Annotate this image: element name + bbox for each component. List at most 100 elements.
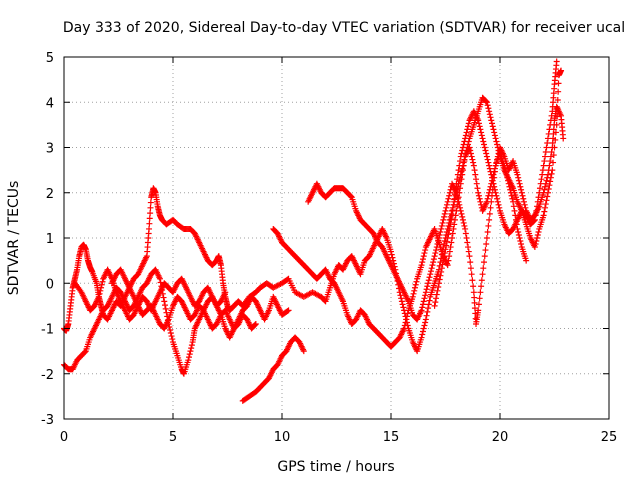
data-point-trace-5 bbox=[483, 241, 490, 248]
data-point-trace-4 bbox=[450, 225, 457, 232]
data-point-trace-8 bbox=[535, 194, 542, 201]
data-point-trace-7 bbox=[252, 320, 259, 327]
data-point-trace-5 bbox=[437, 228, 444, 235]
data-point-trace-6 bbox=[98, 284, 105, 291]
data-point-trace-5 bbox=[518, 189, 525, 196]
data-point-trace-5 bbox=[465, 248, 472, 255]
data-point-trace-5 bbox=[418, 307, 425, 314]
x-tick-label: 25 bbox=[601, 430, 618, 445]
data-point-trace-1 bbox=[418, 334, 425, 341]
data-point-trace-5 bbox=[443, 204, 450, 211]
data-point-trace-5 bbox=[482, 247, 489, 254]
data-point-trace-4 bbox=[420, 253, 427, 260]
data-point-trace-5 bbox=[484, 228, 491, 235]
data-point-trace-5 bbox=[425, 277, 432, 284]
data-point-trace-8 bbox=[449, 212, 456, 219]
data-point-trace-5 bbox=[454, 195, 461, 202]
data-point-trace-2 bbox=[188, 345, 195, 352]
data-point-trace-8 bbox=[459, 147, 466, 154]
data-point-trace-4 bbox=[411, 284, 418, 291]
data-point-trace-5 bbox=[541, 186, 548, 193]
data-point-trace-5 bbox=[560, 135, 567, 142]
data-point-trace-8 bbox=[493, 192, 500, 199]
data-point-trace-5 bbox=[487, 204, 494, 211]
data-point-trace-8 bbox=[453, 180, 460, 187]
x-tick-label: 0 bbox=[60, 430, 68, 445]
data-point-trace-1 bbox=[422, 319, 429, 326]
data-point-trace-5 bbox=[455, 198, 462, 205]
data-point-trace-4 bbox=[403, 313, 410, 320]
data-point-trace-8 bbox=[491, 186, 498, 193]
series-trace-7 bbox=[108, 266, 259, 332]
data-point-trace-4 bbox=[466, 144, 473, 151]
data-point-trace-5 bbox=[477, 289, 484, 296]
data-point-trace-4 bbox=[412, 281, 419, 288]
data-point-trace-1 bbox=[535, 228, 542, 235]
data-point-trace-5 bbox=[436, 231, 443, 238]
data-point-trace-8 bbox=[451, 191, 458, 198]
data-point-trace-8 bbox=[459, 144, 466, 151]
data-point-trace-1 bbox=[147, 210, 154, 217]
data-point-trace-8 bbox=[533, 207, 540, 214]
data-point-trace-5 bbox=[457, 204, 464, 211]
data-point-trace-1 bbox=[555, 80, 562, 87]
data-point-trace-4 bbox=[419, 259, 426, 266]
data-point-trace-8 bbox=[537, 180, 544, 187]
data-point-trace-2 bbox=[168, 333, 175, 340]
y-tick-label: 3 bbox=[46, 142, 54, 157]
data-point-trace-4 bbox=[404, 310, 411, 317]
series-trace-8 bbox=[431, 58, 560, 309]
data-point-trace-5 bbox=[517, 183, 524, 190]
data-point-trace-1 bbox=[400, 304, 407, 311]
data-point-trace-1 bbox=[547, 178, 554, 185]
data-point-trace-4 bbox=[409, 293, 416, 300]
data-point-trace-1 bbox=[544, 193, 551, 200]
data-point-trace-5 bbox=[476, 295, 483, 302]
data-point-trace-8 bbox=[434, 287, 441, 294]
data-point-trace-1 bbox=[490, 126, 497, 133]
data-point-trace-5 bbox=[480, 265, 487, 272]
data-point-trace-5 bbox=[515, 177, 522, 184]
data-point-trace-5 bbox=[462, 230, 469, 237]
data-point-trace-4 bbox=[472, 171, 479, 178]
data-point-trace-4 bbox=[510, 203, 517, 210]
data-point-trace-4 bbox=[451, 216, 458, 223]
data-point-trace-4 bbox=[473, 180, 480, 187]
data-point-trace-8 bbox=[444, 235, 451, 241]
data-point-trace-2 bbox=[162, 302, 169, 309]
data-point-trace-4 bbox=[470, 162, 477, 169]
data-point-trace-5 bbox=[515, 174, 522, 181]
data-point-trace-4 bbox=[518, 241, 525, 248]
data-point-trace-5 bbox=[422, 289, 429, 296]
y-tick-label: 2 bbox=[46, 187, 54, 202]
data-point-trace-5 bbox=[462, 225, 469, 232]
data-point-trace-5 bbox=[456, 201, 463, 208]
data-point-trace-8 bbox=[496, 204, 503, 211]
data-point-trace-8 bbox=[452, 185, 459, 192]
data-point-trace-5 bbox=[427, 268, 434, 275]
data-point-trace-5 bbox=[421, 295, 428, 302]
data-point-trace-4 bbox=[504, 174, 511, 181]
data-point-trace-1 bbox=[554, 96, 561, 103]
data-point-trace-1 bbox=[542, 204, 549, 211]
data-point-trace-8 bbox=[536, 189, 543, 196]
data-point-trace-1 bbox=[546, 182, 553, 189]
data-point-trace-5 bbox=[486, 210, 493, 217]
data-point-trace-5 bbox=[348, 193, 355, 200]
data-point-trace-1 bbox=[147, 204, 154, 211]
data-point-trace-8 bbox=[540, 162, 547, 169]
data-point-trace-8 bbox=[433, 295, 440, 302]
data-point-trace-4 bbox=[410, 290, 417, 297]
data-point-trace-8 bbox=[435, 280, 442, 287]
data-point-trace-8 bbox=[462, 135, 469, 142]
data-point-trace-5 bbox=[466, 253, 473, 260]
data-point-trace-4 bbox=[403, 316, 410, 323]
data-point-trace-8 bbox=[490, 180, 497, 187]
data-point-trace-4 bbox=[510, 198, 517, 205]
data-point-trace-6 bbox=[96, 290, 103, 297]
data-point-trace-5 bbox=[519, 192, 526, 199]
data-point-trace-1 bbox=[486, 111, 493, 118]
data-point-trace-8 bbox=[542, 149, 549, 156]
data-point-trace-1 bbox=[397, 292, 404, 299]
data-point-trace-5 bbox=[460, 219, 467, 226]
